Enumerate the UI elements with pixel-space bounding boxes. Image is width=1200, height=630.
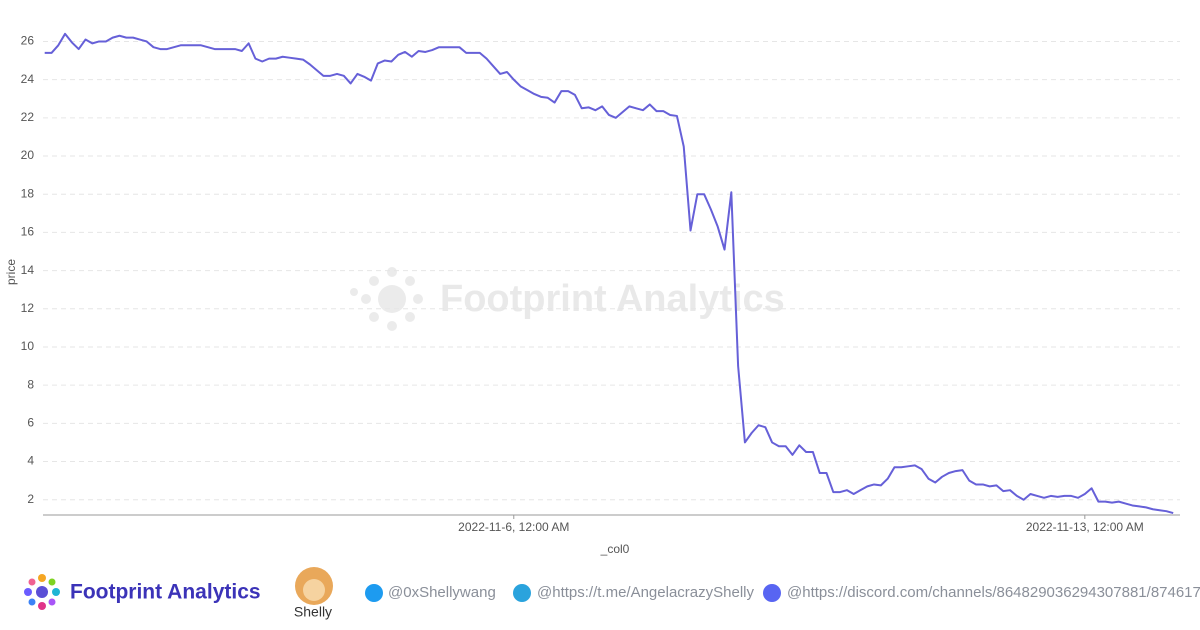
y-axis-label: price xyxy=(4,259,18,285)
y-tick-label: 18 xyxy=(21,186,35,200)
brand-name: Footprint Analytics xyxy=(70,581,261,604)
twitter-icon xyxy=(365,584,383,602)
footer: Footprint Analytics Shelly @0xShellywang… xyxy=(24,567,1200,620)
avatar-face xyxy=(303,579,325,601)
twitter-handle: @0xShellywang xyxy=(388,584,496,601)
y-tick-label: 16 xyxy=(21,225,35,239)
x-axis-label: _col0 xyxy=(600,542,630,556)
x-tick-label: 2022-11-13, 12:00 AM xyxy=(1026,520,1144,534)
y-tick-label: 8 xyxy=(27,377,34,391)
author-name: Shelly xyxy=(294,604,332,620)
y-tick-label: 26 xyxy=(21,34,35,48)
y-tick-label: 20 xyxy=(21,148,35,162)
price-line xyxy=(44,32,1174,515)
y-tick-label: 2 xyxy=(27,492,34,506)
y-tick-label: 6 xyxy=(27,416,34,430)
x-tick-label: 2022-11-6, 12:00 AM xyxy=(458,520,569,534)
watermark-text: Footprint Analytics xyxy=(440,278,785,320)
y-tick-label: 14 xyxy=(21,263,35,277)
discord-icon xyxy=(763,584,781,602)
telegram-icon xyxy=(513,584,531,602)
watermark: Footprint Analytics xyxy=(350,267,785,331)
y-tick-label: 24 xyxy=(21,72,35,86)
y-tick-label: 12 xyxy=(21,301,35,315)
discord-link: @https://discord.com/channels/8648290362… xyxy=(787,584,1200,601)
watermark-logo xyxy=(350,267,423,331)
brand-logo xyxy=(24,574,60,610)
y-tick-label: 22 xyxy=(21,110,35,124)
telegram-link: @https://t.me/AngelacrazyShelly xyxy=(537,584,754,601)
y-tick-label: 4 xyxy=(27,454,34,468)
y-tick-label: 10 xyxy=(21,339,35,353)
